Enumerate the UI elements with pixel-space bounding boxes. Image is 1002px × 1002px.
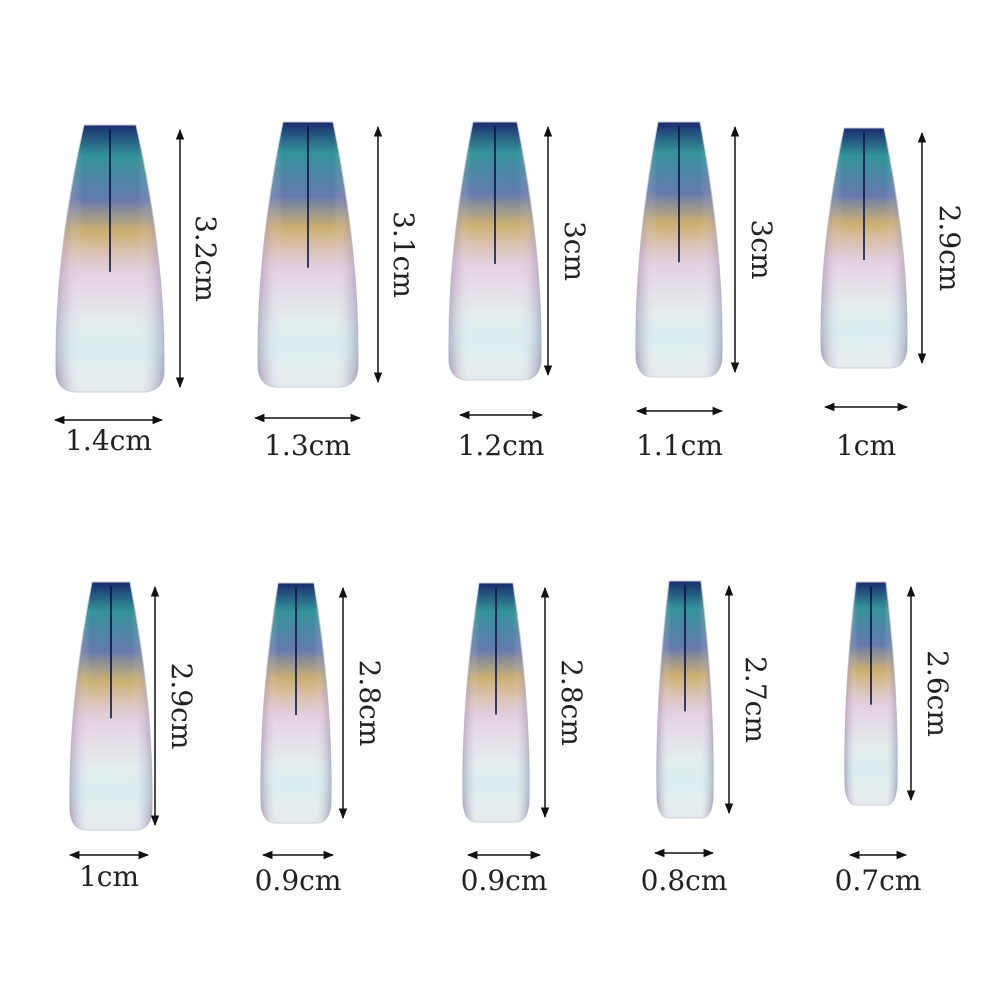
length-label: 2.8cm	[353, 660, 386, 747]
width-label: 0.9cm	[255, 864, 342, 897]
width-label: 1.2cm	[458, 429, 545, 462]
length-label: 3.2cm	[189, 215, 222, 302]
length-label: 2.7cm	[739, 656, 772, 743]
length-label: 2.8cm	[555, 659, 588, 746]
width-label: 1.1cm	[636, 429, 723, 462]
nail-item: 3.1cm 1.3cm	[253, 121, 420, 462]
width-label: 0.7cm	[835, 864, 922, 897]
width-label: 1.3cm	[264, 429, 351, 462]
length-label: 3cm	[745, 219, 778, 279]
nail-item: 2.6cm 0.7cm	[835, 581, 954, 897]
width-label: 0.8cm	[641, 864, 728, 897]
nail-item: 3cm 1.1cm	[635, 121, 778, 462]
nail-item: 2.9cm 1cm	[68, 581, 198, 893]
length-label: 2.9cm	[933, 205, 966, 292]
width-label: 1cm	[79, 860, 139, 893]
length-label: 2.6cm	[921, 650, 954, 737]
nail-item: 2.7cm 0.8cm	[641, 580, 772, 897]
length-label: 3cm	[558, 221, 591, 281]
nail-item: 3cm 1.2cm	[448, 121, 591, 462]
width-label: 1cm	[836, 429, 896, 462]
length-label: 3.1cm	[387, 211, 420, 298]
nail-item: 2.8cm 0.9cm	[461, 582, 588, 897]
nail-item: 2.8cm 0.9cm	[255, 582, 386, 897]
width-label: 0.9cm	[461, 864, 548, 897]
width-label: 1.4cm	[65, 424, 152, 457]
nail-item: 2.9cm 1cm	[820, 127, 966, 462]
length-label: 2.9cm	[165, 663, 198, 750]
nail-item: 3.2cm 1.4cm	[53, 124, 222, 457]
